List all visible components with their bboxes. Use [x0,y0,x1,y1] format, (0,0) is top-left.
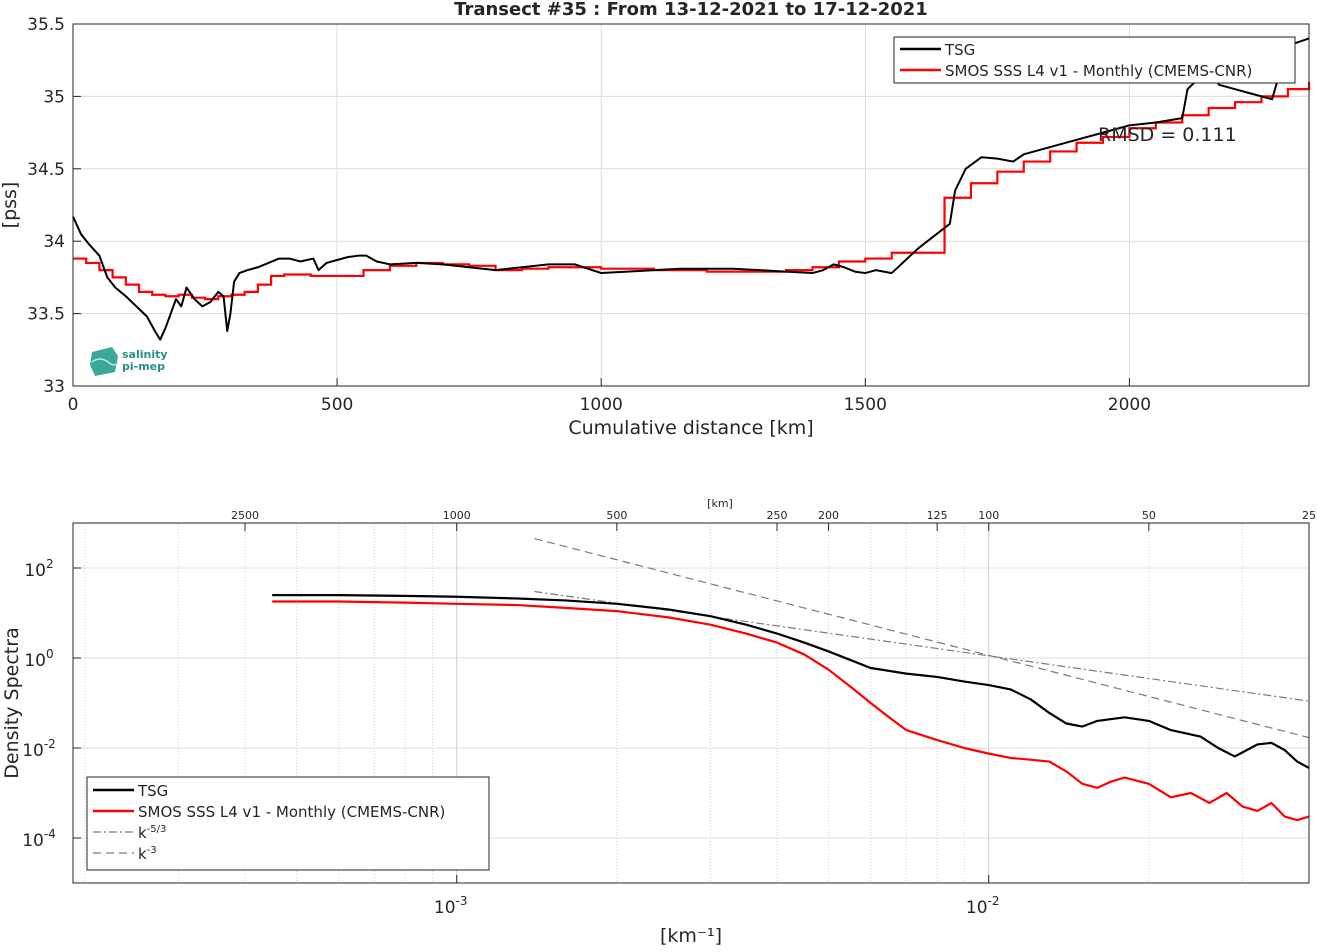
x-axis-label: Cumulative distance [km] [568,417,813,439]
rmsd-annotation: RMSD = 0.111 [1098,124,1237,146]
top-tick-label: 200 [818,509,839,522]
legend-label-smos: SMOS SSS L4 v1 - Monthly (CMEMS-CNR) [945,62,1252,80]
series-line-smos [272,600,1310,822]
top-axis-label: [km] [707,497,733,510]
legend: TSG SMOS SSS L4 v1 - Monthly (CMEMS-CNR) [893,36,1296,84]
y-tick-label: 10-4 [22,827,56,851]
y-axis-label: Density Spectra [1,627,23,778]
salinity-transect-chart: 0 500 1000 1500 2000 33 33.5 34 34.5 35 35.5 Trans… [0,0,1311,439]
x-tick-label: 10-2 [966,894,1000,918]
series-line-tsg [72,37,1310,341]
reference-line-k-3 [534,538,1310,739]
logo-mark-icon [90,347,118,376]
chart-title: Transect #35 : From 13-12-2021 to 17-12-… [454,0,928,20]
y-tick-label: 10-2 [22,737,56,761]
legend-label-tsg: TSG [944,41,975,59]
top-tick-label: 50 [1142,509,1156,522]
y-tick-label: 34.5 [27,160,65,180]
logo-wave-icon [91,358,119,366]
density-spectra-chart: 10-3 10-2 10-4 10-2 100 102 2500 1000 500 250 200 1… [1,497,1316,947]
legend-box [893,36,1296,84]
ticks: 0 500 1000 1500 2000 33 33.5 34 34.5 35 35.5 [27,15,1151,415]
y-tick-label: 35 [43,87,65,107]
top-tick-label: 125 [927,509,948,522]
x-tick-label: 0 [68,395,79,415]
top-tick-label: 500 [606,509,627,522]
plot-frame [72,23,1310,387]
series-lines [72,37,1311,341]
series-lines [272,538,1310,822]
x-tick-label: 1000 [580,395,623,415]
series-line-tsg [272,593,1310,769]
x-tick-label: 10-3 [434,894,468,918]
y-tick-label: 35.5 [27,15,65,35]
top-tick-label: 2500 [231,509,259,522]
y-tick-label: 102 [24,557,53,581]
top-tick-label: 25 [1302,509,1316,522]
top-tick-label: 1000 [443,509,471,522]
y-tick-label: 33.5 [27,305,65,325]
x-tick-label: 2000 [1108,395,1151,415]
top-tick-label: 250 [766,509,787,522]
x-tick-label: 500 [321,395,353,415]
plot-frame [72,522,1310,884]
logo-text-line-1: salinity [122,348,168,361]
salinity-pi-mep-logo: salinity pi-mep [90,347,168,376]
legend-item-tsg-label: TSG [137,782,168,800]
y-tick-label: 33 [43,377,65,397]
x-tick-label: 1500 [844,395,887,415]
logo-text-line-2: pi-mep [122,360,165,373]
y-axis-label: [pss] [0,182,21,229]
y-tick-label: 34 [43,232,65,252]
y-tick-label: 100 [24,647,53,671]
x-axis-label: [km⁻¹] [660,925,722,947]
top-tick-label: 100 [978,509,999,522]
legend-box [86,776,490,871]
legend-item-smos-label: SMOS SSS L4 v1 - Monthly (CMEMS-CNR) [138,803,445,821]
